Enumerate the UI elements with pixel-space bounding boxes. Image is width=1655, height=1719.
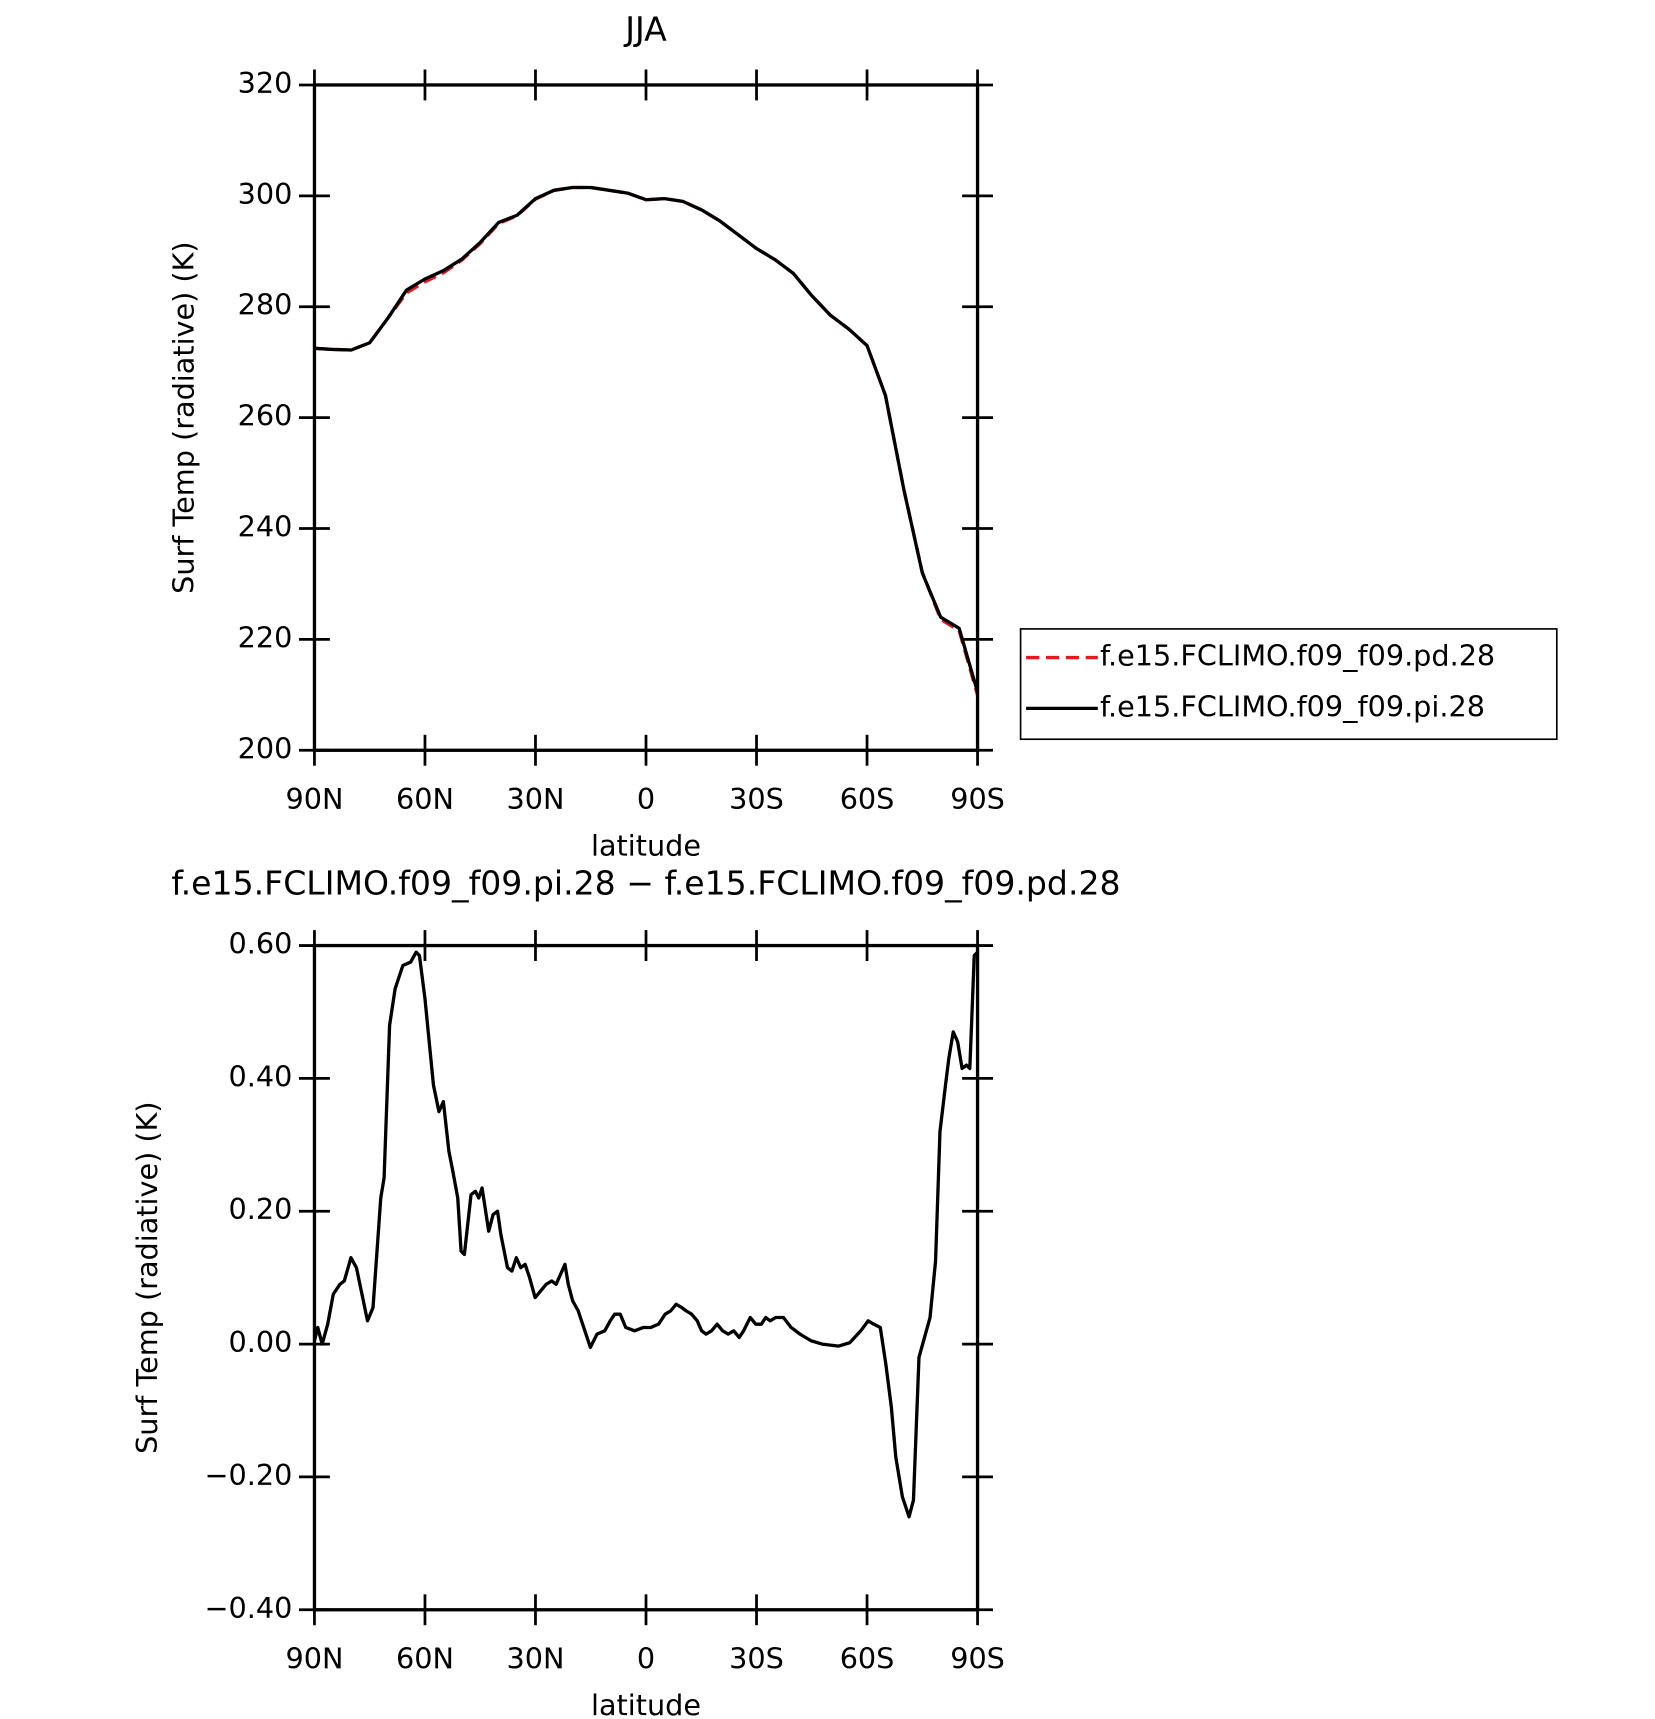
x-tick-label: 30S <box>729 782 784 816</box>
x-tick-label: 30S <box>729 1642 784 1676</box>
x-tick-label: 60S <box>840 1642 895 1676</box>
legend-label: f.e15.FCLIMO.f09_f09.pi.28 <box>1100 689 1485 723</box>
data-line <box>312 950 979 1519</box>
y-tick-label: 0.00 <box>229 1325 293 1359</box>
plot-frame <box>312 943 980 1612</box>
x-tick-label: 30N <box>507 1642 565 1676</box>
y-tick-label: 0.40 <box>229 1059 293 1093</box>
x-tick-label: 90S <box>950 1642 1005 1676</box>
y-tick-label: 220 <box>238 620 293 654</box>
y-tick-label: 0.20 <box>229 1192 293 1226</box>
y-tick-label: 280 <box>238 288 293 322</box>
x-tick-label: 0 <box>637 1642 655 1676</box>
x-tick-label: 90N <box>285 1642 343 1676</box>
x-axis-label: latitude <box>591 828 701 862</box>
legend-box <box>1019 628 1558 741</box>
y-tick-label: 260 <box>238 399 293 433</box>
chart-title: f.e15.FCLIMO.f09_f09.pi.28 − f.e15.FCLIM… <box>171 863 1120 902</box>
y-tick-label: 0.60 <box>229 927 293 961</box>
y-axis-label: Surf Temp (radiative) (K) <box>130 1101 164 1453</box>
y-tick-label: 320 <box>238 66 293 100</box>
x-tick-label: 90N <box>285 782 343 816</box>
data-line <box>314 185 980 693</box>
x-tick-label: 0 <box>637 782 655 816</box>
chart-title: JJA <box>623 9 667 48</box>
x-axis-label: latitude <box>591 1688 701 1719</box>
x-tick-label: 60N <box>396 782 454 816</box>
y-axis-label: Surf Temp (radiative) (K) <box>166 241 200 593</box>
plot-frame <box>312 83 980 752</box>
y-tick-label: 200 <box>238 731 293 765</box>
y-tick-label: 300 <box>238 177 293 211</box>
legend-label: f.e15.FCLIMO.f09_f09.pd.28 <box>1100 639 1495 673</box>
data-line <box>314 185 980 696</box>
y-tick-label: −0.20 <box>205 1458 293 1492</box>
x-tick-label: 60S <box>840 782 895 816</box>
x-tick-label: 60N <box>396 1642 454 1676</box>
y-tick-label: −0.40 <box>205 1591 293 1625</box>
y-tick-label: 240 <box>238 510 293 544</box>
x-tick-label: 90S <box>950 782 1005 816</box>
x-tick-label: 30N <box>507 782 565 816</box>
